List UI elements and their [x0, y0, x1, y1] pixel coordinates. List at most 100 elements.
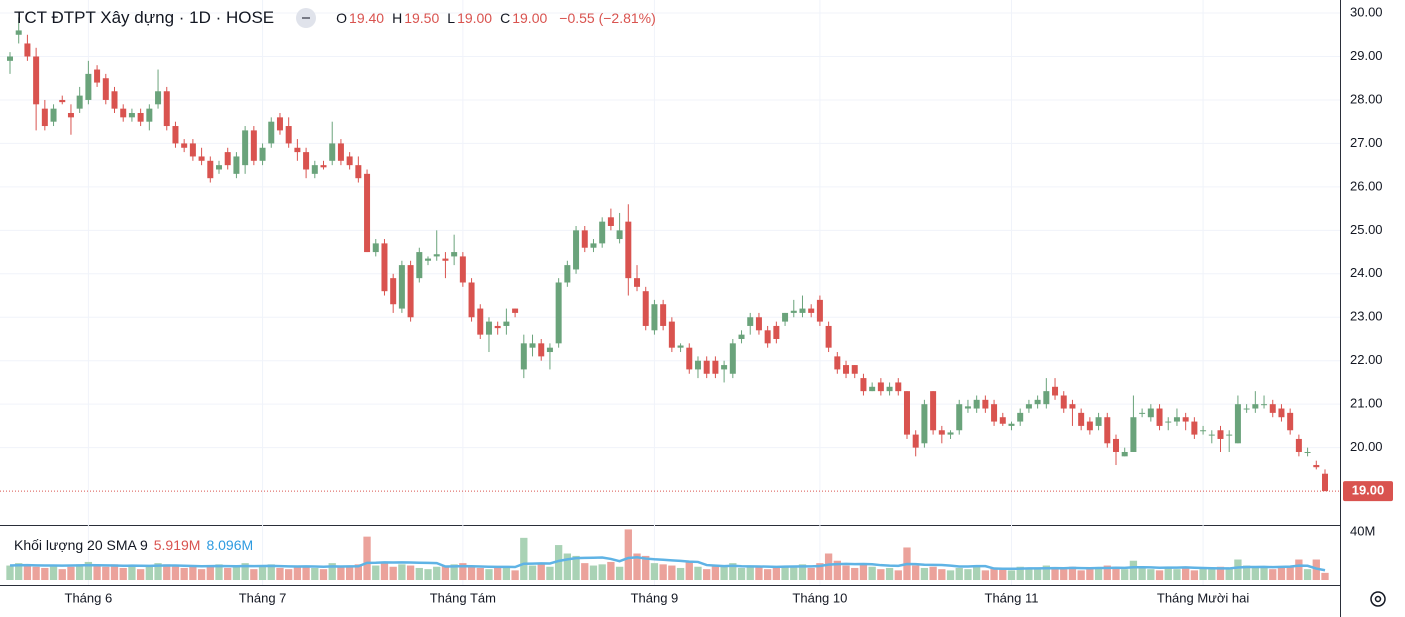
candle-body: [1034, 399, 1041, 405]
candle-body: [1025, 404, 1032, 409]
candle-body: [1052, 386, 1059, 396]
volume-bar: [206, 565, 214, 580]
candle-body: [76, 95, 83, 109]
volume-bar: [441, 565, 450, 580]
candle-body: [503, 321, 510, 326]
x-tick-label: Tháng Mười hai: [1157, 590, 1249, 605]
x-tick-label: Tháng 7: [239, 590, 287, 605]
volume-bar: [1251, 566, 1259, 580]
candle-body: [686, 347, 693, 370]
candle-body: [1313, 465, 1320, 468]
volume-bar: [520, 537, 528, 580]
candle-body: [346, 156, 353, 166]
last-price-label: 19.00: [1352, 483, 1385, 498]
candle-body: [372, 243, 379, 253]
header: TCT ĐTPT Xây dựng · 1D · HOSE O 19.40 H 19.…: [14, 8, 656, 28]
candle-body: [1008, 423, 1015, 426]
candle-body: [294, 147, 301, 153]
candle-body: [111, 91, 118, 109]
x-tick-label: Tháng 9: [631, 590, 679, 605]
candle-body: [668, 321, 675, 348]
volume-bar: [119, 567, 127, 580]
candle-body: [1147, 408, 1154, 418]
volume-bar: [23, 564, 32, 580]
candle-body: [233, 156, 240, 174]
volume-bar: [189, 566, 197, 580]
candle-body: [1243, 408, 1250, 410]
candle-body: [459, 256, 466, 283]
ohlc-legend: O 19.40 H 19.50 L 19.00 C 19.00: [336, 10, 553, 26]
volume-bar: [1007, 570, 1016, 580]
candle-body: [181, 143, 188, 148]
candle-body: [216, 165, 223, 170]
settings-icon[interactable]: [1370, 591, 1386, 607]
candle-body: [1304, 451, 1311, 453]
candle-body: [930, 391, 937, 431]
candle-body: [999, 417, 1006, 424]
volume-bar: [67, 566, 75, 580]
volume-bar: [1033, 569, 1042, 580]
volume-bar: [58, 569, 66, 580]
y-tick-label: 21.00: [1350, 396, 1383, 411]
volume-bar: [1208, 569, 1216, 580]
volume-bar: [650, 563, 659, 580]
candle-body: [816, 299, 823, 322]
volume-bar: [737, 567, 746, 580]
volume-bar: [398, 564, 406, 580]
volume-bar: [554, 545, 563, 580]
volume-bar: [798, 564, 807, 580]
volume-bar: [389, 566, 397, 580]
candle-body: [485, 321, 492, 335]
volume-bar: [920, 567, 929, 580]
volume-value: 5.919M: [153, 537, 201, 553]
volume-bar: [467, 566, 476, 580]
candle-body: [146, 108, 153, 122]
candle-body: [155, 91, 162, 105]
candle-body: [259, 147, 266, 161]
candle-body: [1200, 430, 1207, 432]
volume-bar: [380, 563, 389, 580]
candle-body: [311, 165, 318, 174]
volume-bar: [337, 566, 345, 580]
candle-body: [538, 343, 545, 357]
volume-bar: [1173, 569, 1181, 580]
candle-body: [747, 317, 754, 326]
volume-bar: [293, 566, 302, 580]
x-tick-label: Tháng Tám: [430, 590, 496, 605]
volume-bar: [851, 567, 859, 580]
volume-bar: [842, 565, 850, 580]
volume-title: Khối lượng 20 SMA 9: [14, 537, 148, 553]
volume-bar: [990, 567, 998, 580]
candle-body: [721, 365, 728, 370]
volume-bar: [824, 553, 833, 580]
volume-bar: [476, 567, 484, 580]
candle-body: [67, 112, 74, 118]
volume-bar: [1147, 569, 1155, 580]
volume-bar: [1225, 567, 1233, 580]
candle-body: [468, 282, 475, 318]
volume-bar: [624, 529, 632, 580]
candle-body: [268, 121, 275, 144]
volume-bar: [676, 567, 685, 580]
candle-body: [782, 312, 789, 322]
candle-body: [1322, 473, 1328, 492]
volume-bar: [93, 565, 101, 580]
candle-body: [285, 126, 292, 144]
status-icon[interactable]: [296, 8, 317, 28]
volume-bar: [232, 566, 241, 580]
candle-body: [799, 308, 806, 313]
candle-body: [921, 404, 928, 444]
candle-body: [625, 221, 632, 279]
candle-body: [250, 130, 257, 161]
volume-bar: [955, 567, 963, 580]
candle-body: [599, 221, 606, 244]
symbol-title: TCT ĐTPT Xây dựng · 1D · HOSE: [14, 8, 275, 27]
volume-bar: [1060, 569, 1068, 580]
volume-bar: [76, 564, 84, 580]
last-price-tag: [1343, 481, 1393, 502]
candle-body: [947, 432, 954, 435]
volume-bar: [276, 567, 284, 580]
volume-bar: [302, 565, 310, 580]
volume-bar: [450, 564, 458, 580]
